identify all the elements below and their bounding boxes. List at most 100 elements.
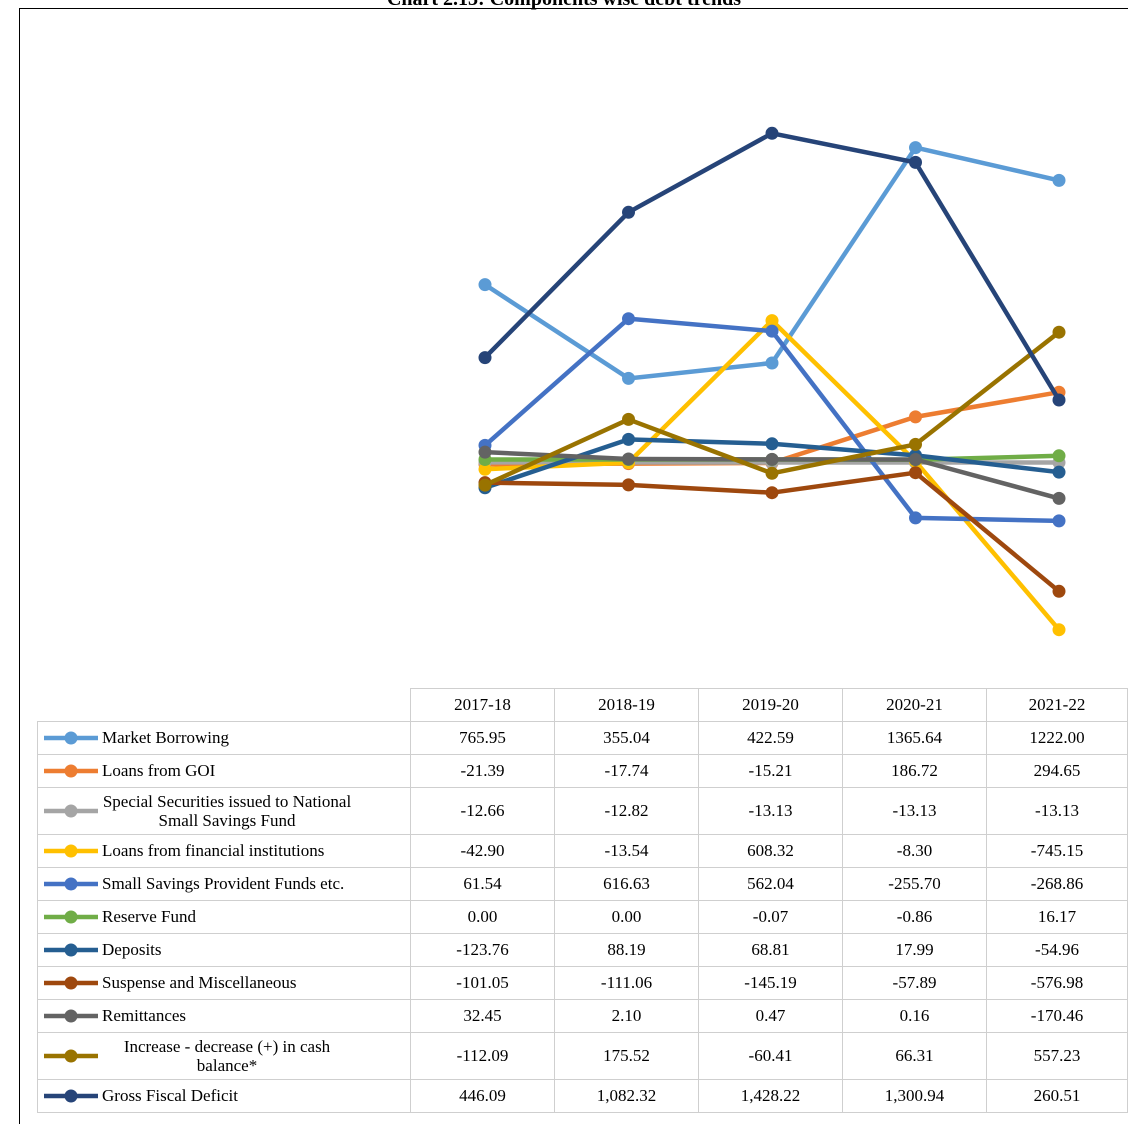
legend-entry-loans-from-financial-institutions: Loans from financial institutions xyxy=(37,834,411,868)
data-point-gross-fiscal-deficit-2 xyxy=(622,205,635,219)
data-label: -0.86 xyxy=(842,900,987,934)
data-point-market-borrowing-1 xyxy=(478,278,492,292)
legend-label: Loans from financial institutions xyxy=(102,841,325,860)
legend-label: Deposits xyxy=(102,940,162,959)
data-label: 2.10 xyxy=(554,999,699,1033)
data-point-remittances-3 xyxy=(765,452,779,466)
data-point-gross-fiscal-deficit-1 xyxy=(478,351,492,365)
data-label: 68.81 xyxy=(698,933,843,967)
data-point-gross-fiscal-deficit-4 xyxy=(909,155,922,169)
legend-key-marker xyxy=(64,1009,78,1023)
legend-entry-increase-decrease-in-cash-balance: Increase - decrease (+) in cash balance* xyxy=(37,1032,411,1080)
data-label: 1,300.94 xyxy=(842,1079,987,1113)
table-row: Increase - decrease (+) in cash balance*… xyxy=(37,1032,1128,1080)
legend-key-marker xyxy=(64,1089,78,1103)
data-label: -255.70 xyxy=(842,867,987,901)
legend-label: Market Borrowing xyxy=(102,728,230,747)
data-point-remittances-2 xyxy=(622,452,635,466)
data-label: 557.23 xyxy=(986,1032,1128,1080)
series-line-market-borrowing xyxy=(483,145,1060,381)
table-corner-cell xyxy=(37,688,411,722)
data-label: 32.45 xyxy=(410,999,555,1033)
data-label: 0.16 xyxy=(842,999,987,1033)
data-point-gross-fiscal-deficit-3 xyxy=(765,126,779,140)
legend-key-loans-from-goi xyxy=(44,764,98,778)
data-label: 1,082.32 xyxy=(554,1079,699,1113)
data-label: -57.89 xyxy=(842,966,987,1000)
legend-key-marker xyxy=(64,804,78,818)
table-header-row: 2017-18 2018-19 2019-20 2020-21 2021-22 xyxy=(37,688,1128,722)
data-label: 446.09 xyxy=(410,1079,555,1113)
data-label: 0.00 xyxy=(410,900,555,934)
data-label: -13.13 xyxy=(698,787,843,835)
legend-key-gross-fiscal-deficit xyxy=(44,1089,98,1103)
data-point-deposits-2 xyxy=(622,432,635,446)
data-point-deposits-3 xyxy=(765,437,779,451)
data-label: 88.19 xyxy=(554,933,699,967)
legend-label: Gross Fiscal Deficit xyxy=(102,1086,238,1105)
legend-key-marker xyxy=(64,976,78,990)
legend-entry-market-borrowing: Market Borrowing xyxy=(37,721,411,755)
data-table: 2017-18 2018-19 2019-20 2020-21 2021-22 Mark… xyxy=(37,688,1128,1113)
chart-border xyxy=(19,8,1128,1124)
legend-entry-small-savings-provident-funds-etc: Small Savings Provident Funds etc. xyxy=(37,867,411,901)
data-point-market-borrowing-2 xyxy=(622,371,635,385)
data-label: -42.90 xyxy=(410,834,555,868)
legend-entry-deposits: Deposits xyxy=(37,933,411,967)
data-label: -15.21 xyxy=(698,754,843,788)
data-label: 0.00 xyxy=(554,900,699,934)
data-point-market-borrowing-3 xyxy=(765,356,779,370)
data-label: -21.39 xyxy=(410,754,555,788)
legend-label: Small Savings Provident Funds etc. xyxy=(102,874,345,893)
table-row: Deposits -123.76 88.19 68.81 17.99 -54.96 xyxy=(37,933,1128,967)
data-label: -17.74 xyxy=(554,754,699,788)
data-label: -12.66 xyxy=(410,787,555,835)
data-point-small-savings-provident-funds-etc-4 xyxy=(909,511,922,525)
data-label: 17.99 xyxy=(842,933,987,967)
legend-entry-suspense-and-miscellaneous: Suspense and Miscellaneous xyxy=(37,966,411,1000)
table-row: Small Savings Provident Funds etc. 61.54 6… xyxy=(37,867,1128,901)
data-label: -13.13 xyxy=(986,787,1128,835)
data-label: -145.19 xyxy=(698,966,843,1000)
legend-key-marker xyxy=(64,943,78,957)
data-point-market-borrowing-4 xyxy=(909,141,922,155)
table-row: Suspense and Miscellaneous -101.05 -111.06… xyxy=(37,966,1128,1000)
legend-key-market-borrowing xyxy=(44,731,98,745)
legend-key-small-savings-provident-funds-etc xyxy=(44,877,98,891)
data-label: -576.98 xyxy=(986,966,1128,1000)
legend-entry-gross-fiscal-deficit: Gross Fiscal Deficit xyxy=(37,1079,411,1113)
legend-key-marker xyxy=(64,877,78,891)
data-label: -8.30 xyxy=(842,834,987,868)
legend-key-marker xyxy=(64,764,78,778)
table-row: Loans from GOI -21.39 -17.74 -15.21 186.72 29… xyxy=(37,754,1128,788)
data-label: 1365.64 xyxy=(842,721,987,755)
table-row: Special Securities issued to National Sm… xyxy=(37,787,1128,835)
legend-key-special-securities-issued-to-national-small-savings-fund xyxy=(44,804,98,818)
data-label: -13.13 xyxy=(842,787,987,835)
data-point-remittances-4 xyxy=(909,453,922,466)
legend-key-loans-from-financial-institutions xyxy=(44,844,98,858)
legend-key-deposits xyxy=(44,943,98,957)
data-point-reserve-fund-5 xyxy=(1052,449,1066,463)
data-point-gross-fiscal-deficit-5 xyxy=(1052,393,1066,407)
legend-label: Remittances xyxy=(102,1006,187,1025)
data-label: -54.96 xyxy=(986,933,1128,967)
legend-key-marker xyxy=(64,1049,78,1063)
data-label: 422.59 xyxy=(698,721,843,755)
legend-key-remittances xyxy=(44,1009,98,1023)
data-label: 355.04 xyxy=(554,721,699,755)
data-point-increase-decrease-in-cash-balance-1 xyxy=(478,478,492,492)
legend-label: Increase - decrease (+) in cash balance* xyxy=(123,1037,331,1075)
legend-entry-special-securities-issued-to-national-small-savings-fund: Special Securities issued to National Sm… xyxy=(37,787,411,835)
data-label: -101.05 xyxy=(410,966,555,1000)
x-tick-label: 2020-21 xyxy=(842,688,987,722)
data-label: 61.54 xyxy=(410,867,555,901)
table-row: Market Borrowing 765.95 355.04 422.59 1365.6… xyxy=(37,721,1128,755)
data-point-loans-from-financial-institutions-3 xyxy=(765,314,779,328)
data-label: 616.63 xyxy=(554,867,699,901)
data-label: 186.72 xyxy=(842,754,987,788)
data-point-suspense-and-miscellaneous-4 xyxy=(909,466,922,480)
data-point-remittances-1 xyxy=(478,445,492,459)
data-label: -12.82 xyxy=(554,787,699,835)
